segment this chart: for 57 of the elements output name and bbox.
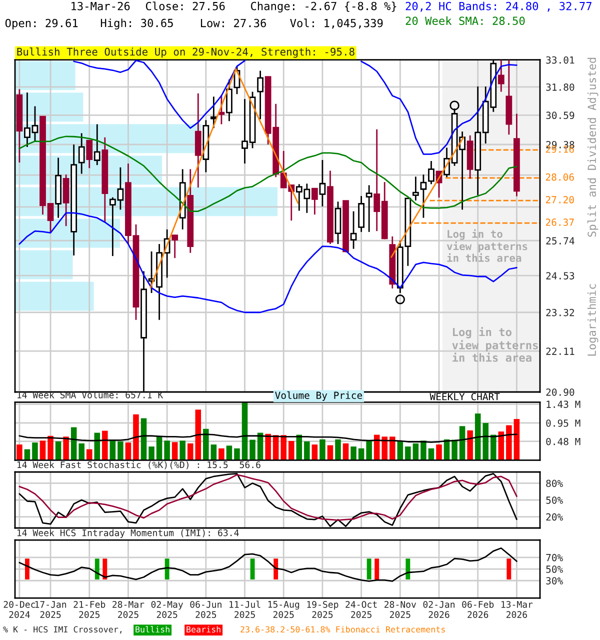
text: WEEKLY CHART [430,392,500,400]
chart-title: Bullish Three Outside Up on 29-Nov-24, Strength: -95.8 [17,48,354,58]
x-tick-label: 24-Oct 2025 [346,601,377,618]
text: 20,2 HC Bands: 24.80 , 32.77 [406,2,592,12]
y-tick-label: 23.32 [546,308,574,316]
x-tick-label: 20-Dec 2024 [4,601,35,618]
chart-title: 14 Week Fast Stochastic (%K)(%D) : 15.5 56.6 [17,461,260,470]
x-tick-label: 17-Jan 2025 [35,601,66,618]
x-tick-label: 19-Sep 2025 [307,601,338,618]
text: Volume By Price [275,391,362,401]
text: Change: -2.67 {-8.8 %} [250,2,396,12]
x-tick-label: 11-Jul 2025 [230,600,260,618]
text: 13-Mar-26 [72,2,130,10]
text: Bullish [136,626,170,633]
y-tick-label: 50% [546,496,563,504]
text: Logarithmic [587,284,598,356]
x-tick-label: 21-Feb 2025 [74,600,106,618]
chart-title: 14 Week SMA Volume: 657.1 K [17,391,164,398]
y-tick-label: 30% [546,577,563,584]
y-tick-label: 25.74 [546,237,574,244]
ref-line-label: 28.06 [546,173,574,181]
x-tick-label: 15-Aug 2025 [268,601,300,618]
x-tick-label: 28-Nov 2025 [384,601,416,618]
x-tick-label: 02-Jan 2026 [423,601,454,618]
ref-line-label: 26.37 [546,218,574,226]
y-tick-label: 1.43 M [546,400,580,408]
annotation: Log in to view patterns in this area [452,327,538,362]
y-tick-label: 80% [546,480,563,488]
chart-title: 14 Week HCS Intraday Momentum (IMI): 63.4 [17,529,239,538]
y-tick-label: 22.11 [546,348,574,355]
text: 20 Week SMA: 28.50 [406,16,525,26]
y-tick-label: 31.80 [546,83,574,91]
y-tick-label: 0.48 M [546,438,580,446]
x-tick-label: 06-Feb 2026 [462,600,494,618]
x-tick-label: 13-Mar 2026 [501,601,533,618]
y-axis-title: Split and Dividend Adjusted [587,58,598,237]
text: 23.6-38.2-50-61.8% Fibonacci Retracements [240,626,445,633]
band-label: Log in to view patterns in this area [446,229,528,262]
y-tick-label: 30.59 [546,112,574,120]
legend-title: % K - HCS IMI Crossover, [3,626,122,634]
y-tick-label: 20% [546,513,563,521]
y-tick-label: 20.90 [546,388,574,396]
y-tick-label: 0.95 M [546,419,580,427]
y-tick-label: 33.01 [546,56,574,64]
x-tick-label: 28-Mar 2025 [112,601,144,618]
y-tick-label: 70% [546,554,563,562]
text: Bearish [186,626,220,633]
text: Low: 27.36 [200,18,266,28]
text: Vol: 1,045,339 [290,18,383,29]
x-tick-label: 02-May 2025 [151,601,184,618]
text: Close: 27.56 [146,2,225,10]
text: High: 30.65 [100,18,173,30]
y-tick-label: 50% [546,566,563,573]
ref-line-label: 27.20 [546,196,574,204]
y-tick-label: 24.53 [546,272,574,280]
x-tick-label: 06-Jun 2025 [190,601,222,618]
text: Open: 29.61 [5,18,78,30]
